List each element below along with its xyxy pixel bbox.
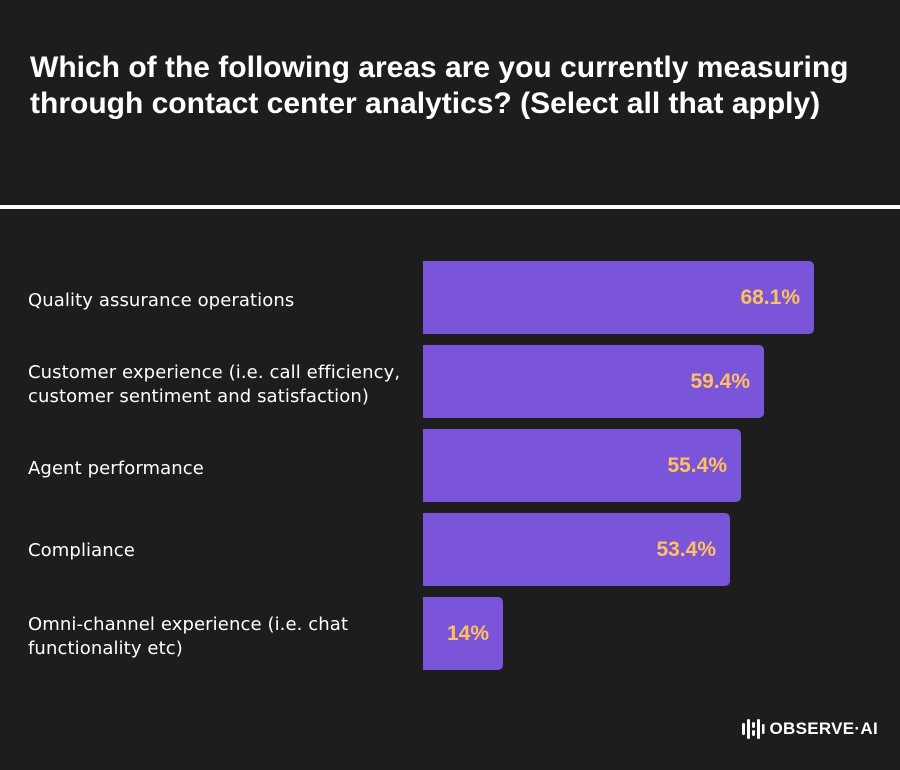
data-label: 68.1%	[740, 286, 800, 309]
title-divider	[0, 205, 900, 209]
bar: 14%	[423, 597, 503, 670]
observe-ai-logo-icon	[741, 719, 764, 739]
category-label: Customer experience (i.e. call efficienc…	[28, 362, 401, 407]
category-label: Compliance	[28, 540, 135, 561]
bar: 68.1%	[423, 261, 814, 334]
bar: 59.4%	[423, 345, 764, 418]
data-label: 59.4%	[690, 370, 750, 393]
data-label: 55.4%	[667, 454, 727, 477]
logo-text: OBSERVE·AI	[769, 719, 878, 738]
category-label: Quality assurance operations	[28, 290, 295, 311]
category-label: Agent performance	[28, 458, 204, 479]
data-label: 14%	[446, 622, 489, 645]
bar: 53.4%	[423, 513, 730, 586]
brand-logo: OBSERVE·AI	[740, 716, 879, 742]
bar: 55.4%	[423, 429, 741, 502]
data-label: 53.4%	[656, 538, 716, 561]
chart-title: Which of the following areas are you cur…	[30, 51, 849, 120]
category-label: Omni-channel experience (i.e. chat funct…	[28, 614, 349, 659]
